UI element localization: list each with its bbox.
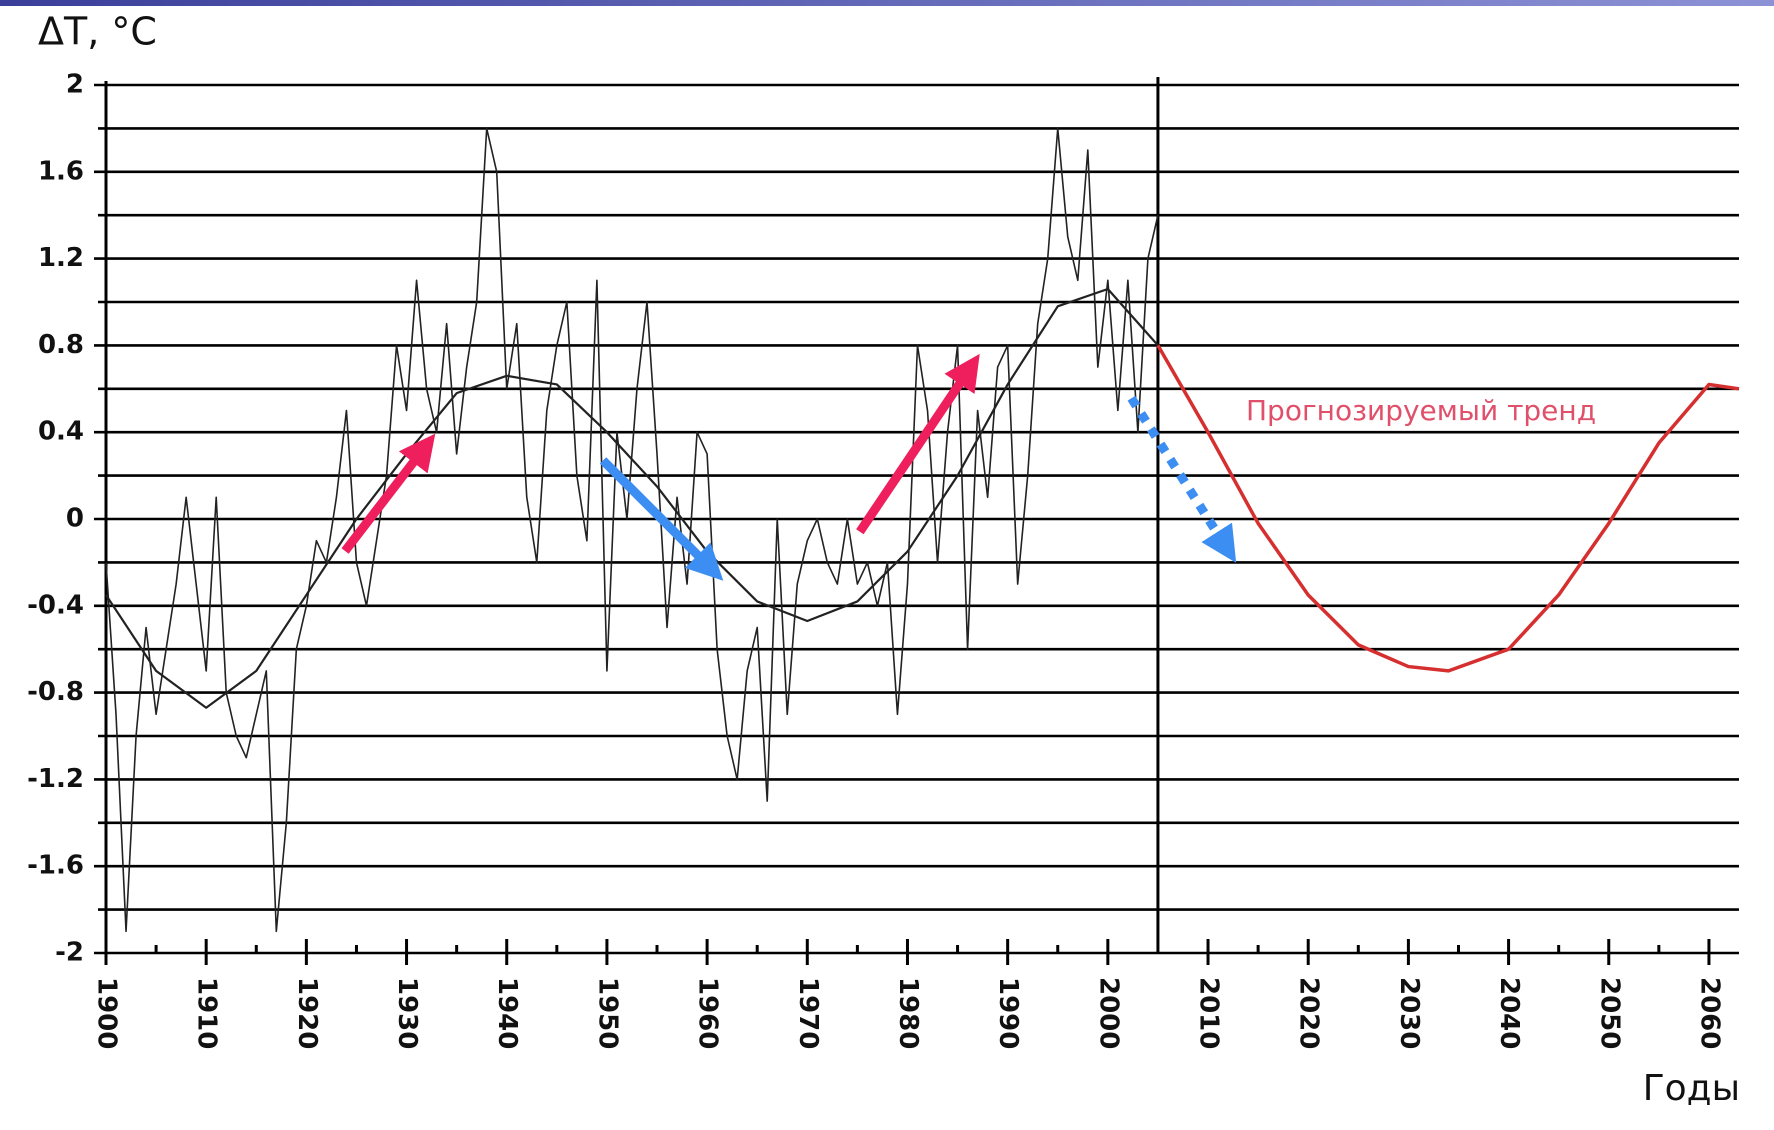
x-tick-label: 1910 (192, 977, 222, 1049)
x-tick-label: 2040 (1494, 977, 1524, 1049)
series-line (1156, 344, 1740, 673)
y-tick-label: 0.4 (38, 417, 84, 447)
y-tick-label: 0.8 (38, 330, 84, 360)
x-tick-label: 2020 (1294, 977, 1324, 1049)
y-tick-label: 1.6 (38, 156, 84, 186)
x-tick-label: 1950 (592, 977, 622, 1049)
top-band (0, 0, 1774, 6)
x-tick-label: 1900 (92, 977, 122, 1049)
y-tick-label: -1.6 (27, 851, 84, 881)
plot: -2 -1.6 -1.2 -0.8 -0.4 0 0.4 0.8 1.2 1.6 2 1900 1910… (27, 70, 1740, 1049)
x-tick-label: 1940 (492, 977, 522, 1049)
x-tick-label: 1920 (292, 977, 322, 1049)
y-tick-label: -0.4 (27, 590, 84, 620)
y-tick-label: 2 (66, 70, 84, 100)
x-tick-label: 2010 (1194, 977, 1224, 1049)
x-tick-label: 1970 (793, 977, 823, 1049)
arrows (341, 353, 1237, 581)
x-axis-label: Годы (1643, 1068, 1740, 1109)
x-tick-label: 2050 (1594, 977, 1624, 1049)
x-tick-label: 2030 (1394, 977, 1424, 1049)
x-tick-label: 1990 (993, 977, 1023, 1049)
y-tick-label: 0 (66, 504, 84, 534)
y-tick-label: -0.8 (27, 677, 84, 707)
x-tick-label: 2000 (1093, 977, 1123, 1049)
x-tick-label: 2060 (1694, 977, 1724, 1049)
x-tick-label: 1930 (392, 977, 422, 1049)
y-axis-label: ΔT, °C (38, 10, 157, 54)
y-tick-label: -2 (55, 938, 84, 968)
y-tick-label: -1.2 (27, 764, 84, 794)
x-tick-label: 1980 (893, 977, 923, 1049)
arrow (856, 353, 980, 535)
series-line (105, 287, 1159, 709)
x-tick-label: 1960 (693, 977, 723, 1049)
annotation: Прогнозируемый тренд (1246, 394, 1596, 427)
arrow (341, 433, 436, 554)
arrow (599, 457, 724, 581)
arrow (1127, 395, 1237, 563)
y-tick-label: 1.2 (38, 243, 84, 273)
series-line (105, 127, 1159, 933)
